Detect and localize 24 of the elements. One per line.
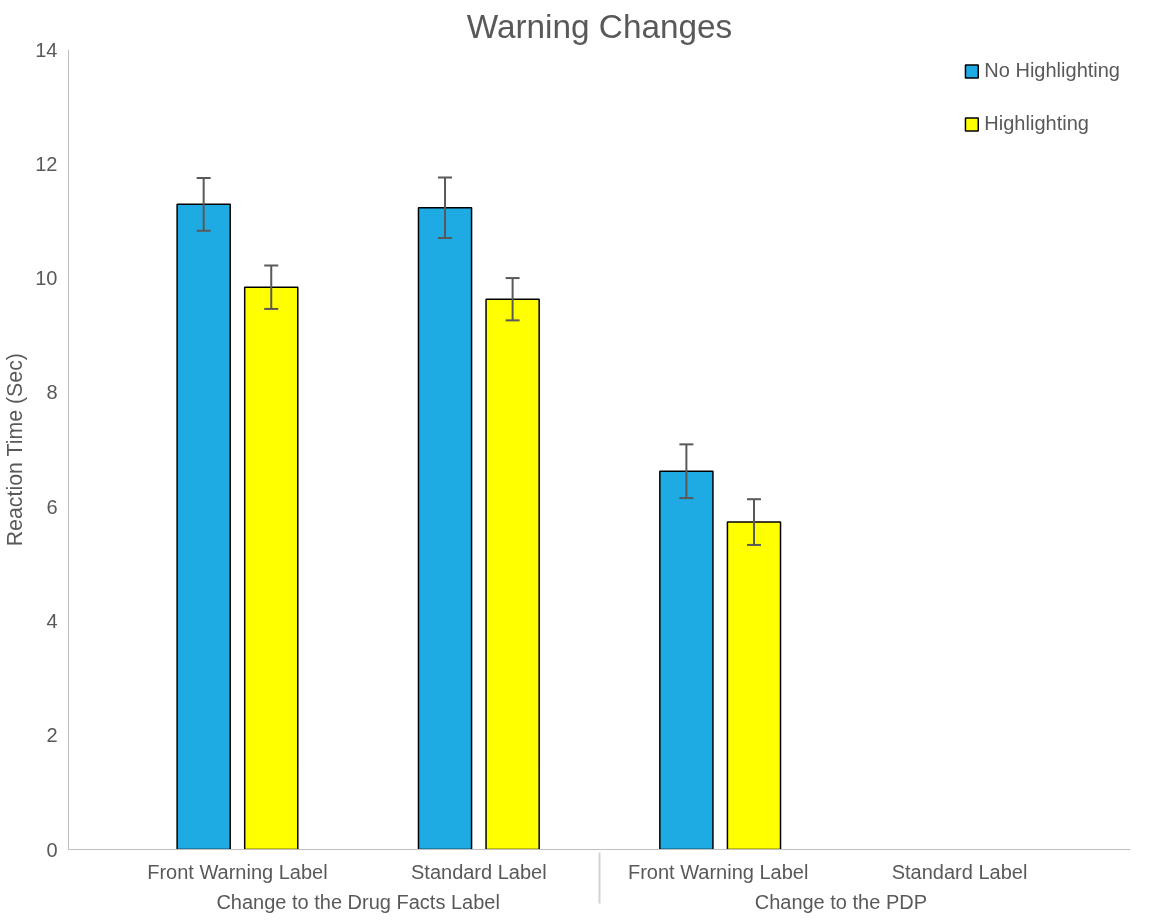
y-tick-label: 12 (35, 152, 58, 175)
y-tick-label: 0 (46, 838, 58, 861)
y-tick-label: 2 (46, 724, 58, 747)
bar (485, 298, 540, 850)
y-tick-label: 4 (46, 609, 58, 632)
x-tick-label: Front Warning Label (147, 860, 328, 883)
legend-label: Highlighting (984, 112, 1089, 135)
y-tick-label: 6 (46, 495, 58, 518)
text: Change to the Drug Facts Label (216, 890, 500, 913)
y-tick-label: 10 (35, 267, 58, 290)
y-tick-label: 8 (46, 381, 58, 404)
text: Change to the PDP (754, 890, 928, 913)
x-tick-label: Standard Label (410, 860, 547, 883)
y-tick-label: 14 (35, 38, 58, 61)
bar (659, 470, 714, 850)
x-tick-label: Standard Label (891, 860, 1032, 883)
legend-label: No Highlighting (984, 59, 1120, 82)
bar (417, 207, 473, 850)
bar (726, 521, 782, 850)
y-axis-title: Reaction Time (Sec) (3, 353, 28, 547)
x-tick-label: Front Warning Label (627, 860, 813, 883)
bar (243, 286, 299, 850)
chart-title: Warning Changes (466, 7, 733, 45)
bar (176, 203, 231, 850)
